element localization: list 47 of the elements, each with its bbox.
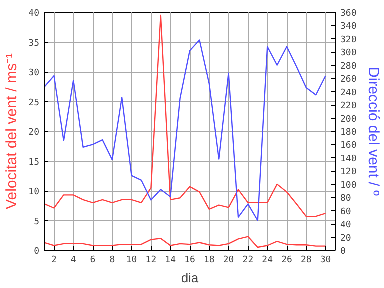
y-tick-label: 5 (34, 217, 40, 228)
y-tick-label: 15 (28, 158, 40, 168)
x-tick-label: 2 (51, 256, 57, 266)
x-tick-label: 26 (282, 256, 292, 266)
y2-tick-label: 60 (340, 207, 352, 218)
x-tick-label: 18 (204, 256, 215, 266)
y2-tick-label: 220 (340, 102, 357, 112)
x-tick-label: 22 (242, 256, 254, 266)
y2-axis-title: Direcció del vent / º (364, 67, 382, 196)
y2-tick-label: 240 (340, 88, 357, 98)
y-tick-label: 30 (28, 68, 40, 78)
y2-tick-label: 260 (340, 75, 357, 86)
x-tick-label: 12 (146, 256, 157, 266)
x-tick-label: 6 (90, 256, 96, 266)
y2-tick-label: 0 (340, 247, 346, 257)
y2-tick-label: 300 (340, 48, 357, 59)
y2-tick-label: 120 (340, 168, 357, 178)
y-tick-label: 35 (28, 38, 40, 49)
y-tick-label: 40 (28, 9, 40, 19)
y2-tick-label: 320 (340, 35, 357, 46)
y2-tick-label: 360 (340, 9, 357, 19)
x-tick-label: 4 (70, 256, 76, 266)
y2-tick-label: 20 (340, 234, 352, 244)
y2-tick-label: 180 (340, 128, 357, 138)
line-series (44, 236, 326, 248)
x-tick-label: 14 (165, 256, 176, 266)
y-tick-label: 20 (28, 128, 40, 138)
y2-tick-label: 200 (340, 114, 357, 125)
y-axis-title: Velocitat del vent / ms⁻¹ (4, 54, 21, 210)
y-tick-label: 25 (28, 98, 40, 108)
y2-tick-label: 40 (340, 220, 352, 231)
y-tick-label: 10 (28, 188, 40, 198)
x-tick-label: 24 (262, 256, 274, 266)
y2-tick-label: 140 (340, 154, 357, 164)
x-axis-title: dia (181, 270, 200, 286)
y2-tick-label: 160 (340, 141, 357, 152)
x-tick-label: 28 (300, 256, 312, 266)
x-tick-label: 30 (320, 256, 332, 266)
y-tick-label: 0 (34, 247, 40, 257)
x-tick-label: 20 (223, 256, 234, 266)
y2-tick-label: 340 (340, 22, 357, 32)
x-tick-label: 8 (110, 256, 116, 266)
y2-tick-label: 80 (340, 194, 352, 204)
y2-tick-label: 100 (340, 180, 357, 191)
x-tick-label: 10 (126, 256, 138, 266)
y2-tick-label: 280 (340, 62, 357, 72)
x-tick-label: 16 (184, 256, 196, 266)
